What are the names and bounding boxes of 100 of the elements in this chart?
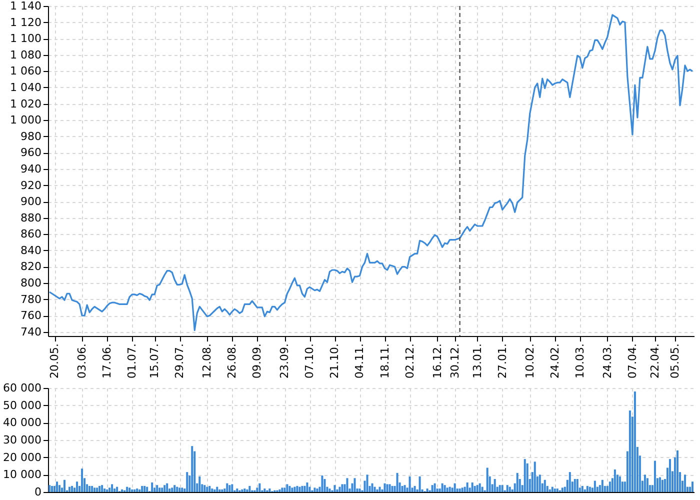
bar [144,486,146,492]
bar [131,489,134,492]
bar [248,486,251,492]
bar [308,486,311,492]
bar [256,488,258,492]
bar [324,479,326,492]
y-tick-label: 840 [20,244,42,257]
bar [126,486,128,492]
bar [104,488,106,492]
y-tick-label: 940 [20,162,42,176]
bar [228,485,231,492]
bar [106,489,108,492]
bar [418,476,421,492]
x-tick-label: 16.12. [430,344,444,378]
bar [64,480,66,492]
bar [161,488,164,492]
bar [264,488,266,492]
bar [314,488,316,492]
bar [218,489,221,492]
bar [658,477,661,492]
y-tick-label: 740 [20,325,42,338]
bar [551,486,554,492]
bar [661,480,664,492]
bar [334,485,336,492]
y-tick-label: 800 [20,276,42,290]
bar [211,488,214,492]
bar [88,486,91,492]
bar [294,486,296,492]
x-tick-label: 24.03. [600,344,614,378]
bar [221,489,224,492]
y-tick-label: 1 000 [10,114,42,127]
bar [121,489,124,492]
y-tick-label: 880 [20,211,42,224]
bar [241,489,244,492]
bar [166,483,168,492]
bar [384,483,386,492]
bar [244,488,246,492]
bar [574,479,576,492]
bar [226,483,228,492]
bar [371,483,374,492]
bar [476,485,478,492]
bar [501,485,504,492]
bar [304,486,306,492]
bar [141,486,144,492]
y-tick-label: 780 [20,292,42,306]
bar [146,486,148,492]
bar [426,488,428,492]
y-tick-label: 30 000 [3,434,42,446]
bar [268,488,271,492]
x-tick-label: 29.07. [173,344,186,378]
bar [54,486,56,492]
bar [474,486,476,492]
y-tick-label: 1 020 [10,97,42,110]
bar [296,486,298,492]
bar [588,486,591,492]
bar [236,488,238,492]
bar [606,486,608,492]
bar [341,484,344,492]
y-tick-label: 60 000 [3,382,42,394]
bar [404,485,406,492]
bar [258,483,261,492]
bar [508,486,511,492]
bar [76,482,78,492]
bar [291,488,294,492]
bar [478,483,481,492]
bar [338,486,341,492]
bar [298,486,301,492]
bar [408,476,411,492]
bar [284,488,286,492]
bar [191,446,194,492]
x-tick-label: 03.06. [76,344,89,378]
bar [451,488,454,492]
bar [328,488,331,492]
bar [581,486,584,492]
bar [231,484,234,492]
bar [534,462,536,492]
bar [444,485,446,492]
y-tick-label: 1 120 [10,16,42,29]
y-tick-label: 0 [34,486,42,498]
bar [594,480,596,492]
bar [556,488,558,492]
bar [138,489,141,492]
bar [441,483,444,492]
x-tick-label: 10.03. [573,344,586,378]
x-tick-label: 30.12. [448,344,462,378]
x-tick-label: 17.06. [100,344,114,378]
y-tick-label: 820 [20,260,42,274]
bar [56,482,58,492]
bar [378,486,381,492]
bar [91,486,94,492]
bar [158,488,161,492]
bar [586,486,588,492]
bar [98,486,101,492]
bar [454,483,456,492]
bar [526,463,528,492]
x-tick-label: 02.12. [403,344,416,378]
bar [288,486,291,492]
bar [554,488,556,492]
bar [151,482,154,492]
bar [176,486,178,492]
